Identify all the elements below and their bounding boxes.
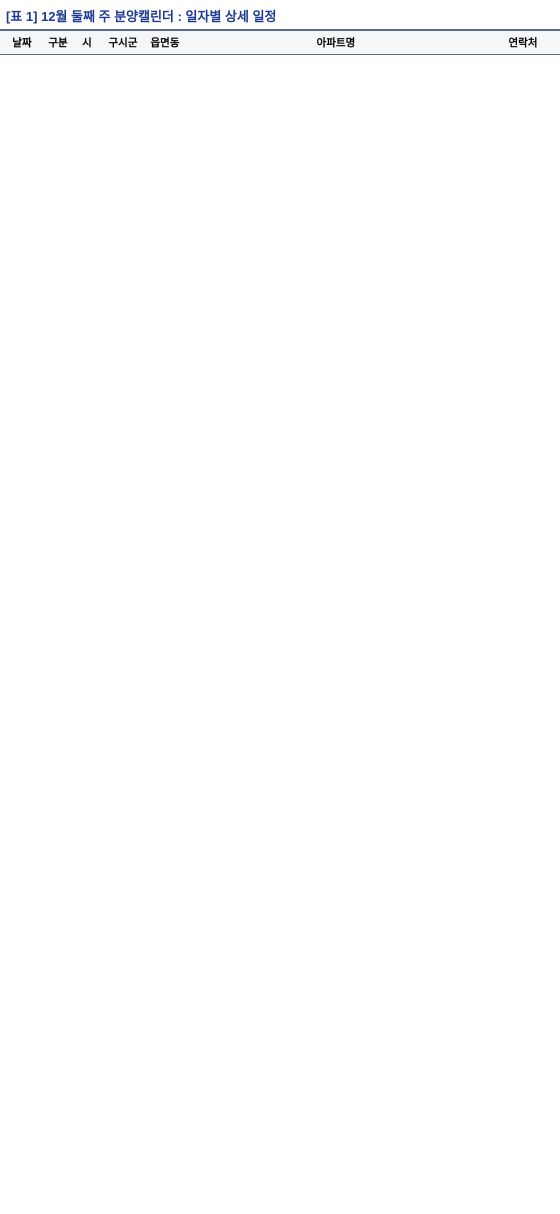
col-header: 구분 [44, 30, 72, 55]
schedule-table: 날짜구분시구시군읍면동아파트명연락처 [0, 29, 560, 55]
col-header: 날짜 [0, 30, 44, 55]
table-title: [표 1] 12월 둘째 주 분양캘린더 : 일자별 상세 일정 [0, 0, 560, 29]
col-header: 아파트명 [186, 30, 486, 55]
col-header: 구시군 [102, 30, 144, 55]
col-header: 연락처 [486, 30, 560, 55]
col-header: 시 [72, 30, 102, 55]
footnotes [0, 55, 560, 67]
col-header: 읍면동 [144, 30, 186, 55]
